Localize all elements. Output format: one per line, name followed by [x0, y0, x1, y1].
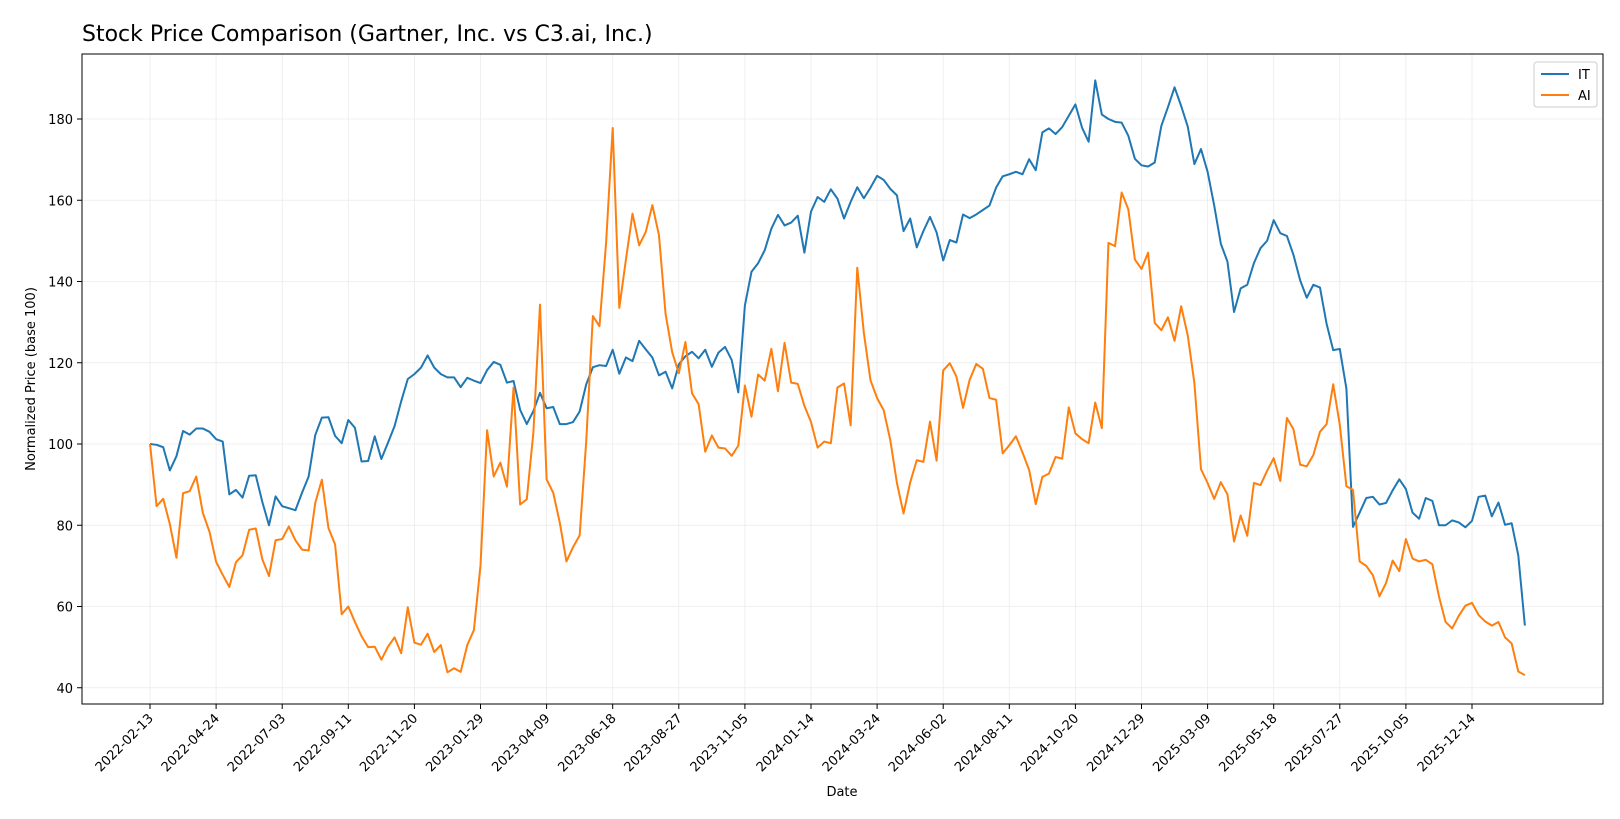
- grid-lines: [82, 54, 1603, 704]
- y-tick-label: 180: [48, 113, 73, 128]
- plot-area-frame: [81, 53, 1604, 705]
- legend-label-ai: AI: [1578, 89, 1591, 104]
- x-tick-label: 2025-03-09: [1150, 711, 1214, 775]
- x-tick-label: 2022-11-20: [357, 711, 421, 775]
- legend-label-it: IT: [1578, 68, 1590, 83]
- series-line-ai: [149, 126, 1526, 677]
- x-tick-label: 2024-03-24: [820, 711, 884, 775]
- x-tick-label: 2022-02-13: [93, 711, 157, 775]
- x-tick-label: 2023-08-27: [622, 711, 686, 775]
- y-tick-label: 120: [48, 357, 73, 372]
- x-tick-label: 2022-07-03: [225, 711, 289, 775]
- y-axis-ticks: 40 60 80 100 120 140 160 180: [48, 113, 82, 697]
- y-tick-label: 160: [48, 194, 73, 209]
- series-line-it: [149, 79, 1526, 626]
- x-tick-label: 2022-09-11: [291, 711, 355, 775]
- y-tick-label: 40: [56, 682, 73, 697]
- x-tick-label: 2025-10-05: [1349, 711, 1413, 775]
- x-tick-label: 2025-07-27: [1283, 711, 1347, 775]
- legend: IT AI: [1533, 61, 1598, 108]
- x-tick-label: 2023-06-18: [555, 711, 619, 775]
- x-tick-label: 2025-05-18: [1216, 711, 1280, 775]
- x-tick-label: 2024-12-29: [1084, 711, 1148, 775]
- x-tick-label: 2022-04-24: [159, 711, 223, 775]
- x-tick-label: 2024-10-20: [1018, 711, 1082, 775]
- y-axis-title: Normalized Price (base 100): [24, 287, 39, 471]
- x-axis-title: Date: [826, 785, 857, 800]
- x-tick-label: 2023-01-29: [423, 711, 487, 775]
- y-tick-label: 140: [48, 276, 73, 291]
- series-lines: [149, 79, 1526, 677]
- x-tick-label: 2024-01-14: [754, 711, 818, 775]
- y-tick-label: 80: [56, 519, 73, 534]
- y-tick-label: 100: [48, 438, 73, 453]
- x-tick-label: 2023-04-09: [489, 711, 553, 775]
- x-tick-label: 2024-06-02: [886, 711, 950, 775]
- y-tick-label: 60: [56, 601, 73, 616]
- chart-title: Stock Price Comparison (Gartner, Inc. vs…: [82, 22, 653, 47]
- x-tick-label: 2025-12-14: [1415, 711, 1479, 775]
- x-tick-label: 2023-11-05: [688, 711, 752, 775]
- x-tick-label: 2024-08-11: [952, 711, 1016, 775]
- x-axis-ticks: 2022-02-13 2022-04-24 2022-07-03 2022-09-11…: [93, 704, 1479, 775]
